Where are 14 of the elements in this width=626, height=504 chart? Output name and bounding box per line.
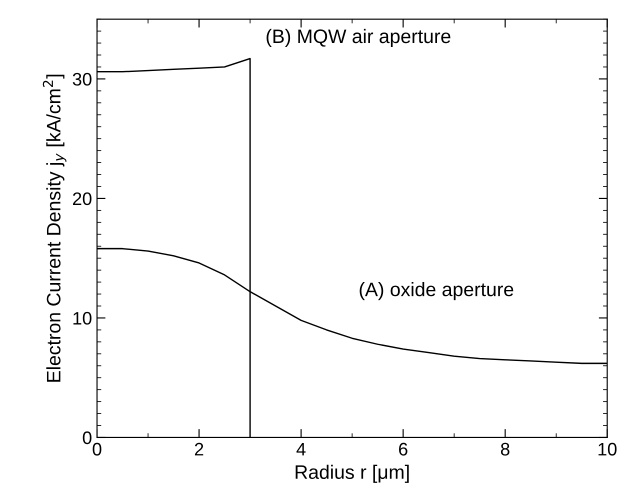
y-tick-label: 0	[82, 431, 92, 444]
y-tick-label: 30	[72, 72, 92, 86]
x-axis-title: Radius r [μm]	[296, 464, 409, 483]
y-tick-label: 10	[73, 312, 92, 325]
annotation: (A) oxide aperture	[360, 282, 514, 300]
annotation: (B) MQW air aperture	[266, 28, 450, 48]
x-tick-label: 6	[399, 442, 408, 456]
x-tick-label: 2	[194, 442, 204, 456]
x-tick-label: 10	[598, 442, 617, 456]
y-tick-label: 20	[72, 192, 92, 206]
y-axis-title: Electron Current Density j$_{y}$ [kA/cm$^{2}$]	[42, 74, 66, 382]
x-tick-label: 4	[296, 442, 306, 456]
x-tick-label: 8	[500, 442, 510, 456]
x-tick-label: 0	[92, 442, 102, 456]
